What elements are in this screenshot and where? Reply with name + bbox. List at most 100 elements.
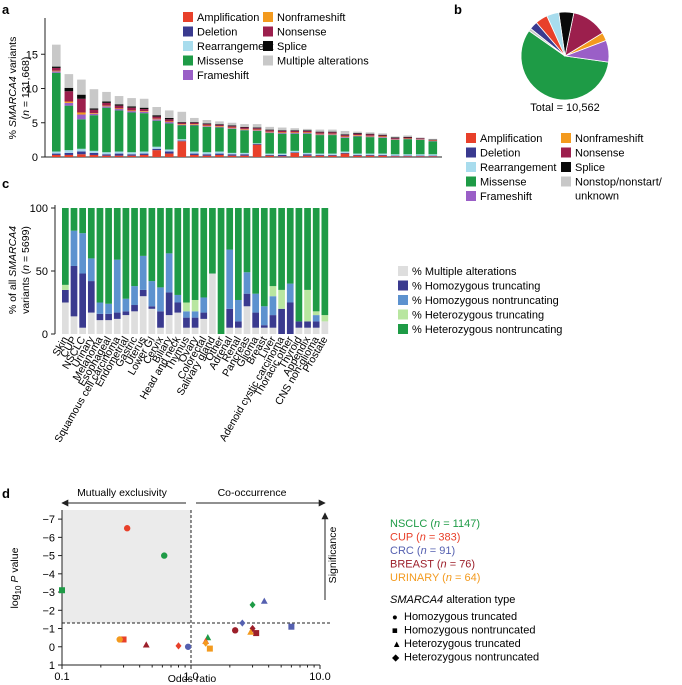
bar-segment-rearrangement-gastric bbox=[152, 146, 161, 149]
bar-segment-multiple-alterations-breast bbox=[340, 130, 350, 135]
bar-segment-homozygous-truncating-adenoid-cystic-carcinoma bbox=[278, 308, 285, 334]
bar-segment-multiple-alterations-renal bbox=[303, 128, 312, 131]
bar-segment-nonframeshift-gastric bbox=[152, 118, 161, 120]
bar-segment-deletion-esophageal bbox=[114, 153, 124, 156]
pie-legend-label-frameshift: Frameshift bbox=[480, 191, 532, 203]
bar-segment-frameshift-pancreas bbox=[315, 134, 325, 136]
bar-segment-nonsense-glioma bbox=[328, 132, 337, 134]
bar-segment-homozygous-truncating-thoracic-other bbox=[286, 302, 294, 334]
pie-legend-label-rearrangement: Rearrangement bbox=[480, 162, 556, 174]
bar-segment-homozygous-truncating-melanoma bbox=[96, 313, 104, 321]
bar-segment-nonframeshift-other bbox=[277, 132, 287, 134]
bar-segment-nonsense-thymus bbox=[227, 126, 237, 128]
bar-segment-splice-ovary bbox=[240, 126, 249, 128]
bar-segment-homozygous-truncating-esophageal bbox=[105, 313, 112, 321]
cohort-name: URINARY ( bbox=[390, 572, 446, 584]
bar-segment-multiple-alterations-gastric bbox=[131, 311, 138, 334]
bar-segment-nonframeshift-ovary bbox=[240, 128, 249, 130]
bar-segment-rearrangement-colorectal bbox=[252, 143, 262, 144]
bar-segment-nonframeshift-breast bbox=[340, 136, 350, 138]
bar-segment-rearrangement-nsclc bbox=[77, 148, 86, 152]
bar-segment-frameshift-renal bbox=[303, 133, 312, 134]
bar-segment-homozygous-nontruncating-glioma bbox=[252, 293, 259, 313]
bar-segment-multiple-alterations-cup bbox=[70, 316, 78, 334]
bar-segment-amplification-breast bbox=[340, 153, 350, 157]
legend-label-rearrangement: Rearrangement bbox=[197, 41, 273, 53]
bar-segment-nonframeshift-squamous-cell-carcinoma bbox=[127, 110, 136, 112]
pie-legend-swatch-splice bbox=[561, 162, 571, 172]
bar-segment-rearrangement-thyroid bbox=[390, 154, 400, 156]
panel-a-ytick-label: 0 bbox=[32, 152, 38, 164]
bar-segment-multiple-alterations-thyroid bbox=[295, 327, 303, 334]
bar-segment-multiple-alterations-colorectal bbox=[252, 124, 262, 128]
bar-segment-nonsense-pancreas bbox=[315, 132, 325, 134]
legend-swatch-heterozygous-nontruncating bbox=[398, 324, 408, 334]
bar-segment-missense-thoracic-other bbox=[378, 137, 387, 154]
bar-segment-nonsense-esophageal bbox=[114, 105, 124, 109]
bar-segment-nonsense-liver bbox=[353, 133, 362, 136]
bar-segment-splice-gastric bbox=[152, 115, 161, 117]
point-crc-heterozygous-nontruncated bbox=[239, 619, 246, 627]
bar-segment-multiple-alterations-prostate bbox=[321, 321, 329, 334]
bar-segment-frameshift-other bbox=[277, 133, 287, 134]
bar-segment-frameshift-ovary bbox=[240, 129, 249, 131]
legend-swatch-heterozygous-truncating bbox=[398, 309, 408, 320]
bar-segment-multiple-alterations-adenoid-cystic-carcinoma bbox=[365, 132, 375, 134]
pie-legend-swatch-amplification bbox=[466, 133, 476, 143]
bar-segment-frameshift-endometrial bbox=[139, 111, 149, 114]
bar-segment-amplification-uterus bbox=[164, 153, 174, 157]
bar-segment-heterozygous-nontruncating-colorectal bbox=[200, 208, 208, 298]
cohort-name: NSCLC ( bbox=[390, 518, 434, 530]
cohort-n-symbol: n bbox=[446, 572, 452, 584]
bar-segment-nonframeshift-lower-gi bbox=[177, 124, 187, 125]
bar-segment-nonframeshift-thymus bbox=[227, 127, 237, 129]
bar-segment-splice-cervix bbox=[190, 122, 199, 123]
bar-segment-splice-thyroid bbox=[390, 137, 400, 139]
type-symbol-circle-icon: ● bbox=[392, 612, 398, 623]
bar-segment-splice-thymus bbox=[227, 125, 237, 127]
bar-segment-nonsense-adrenal bbox=[290, 130, 300, 133]
bar-segment-heterozygous-nontruncating-renal bbox=[235, 208, 242, 300]
bar-segment-rearrangement-head-and-neck bbox=[215, 151, 224, 154]
bar-segment-multiple-alterations-thymus bbox=[183, 327, 190, 334]
bar-segment-nonsense-cervix bbox=[190, 122, 199, 125]
bar-segment-deletion-ovary bbox=[240, 154, 249, 156]
bar-segment-rearrangement-urinary bbox=[89, 150, 99, 153]
bar-segment-deletion-endometrial bbox=[139, 153, 149, 155]
bar-segment-homozygous-nontruncating-biliary bbox=[165, 253, 173, 293]
point-crc-heterozygous-truncated bbox=[260, 597, 268, 604]
bar-segment-nonsense-cns-non-glioma bbox=[415, 138, 425, 140]
bar-segment-homozygous-truncating-skin bbox=[62, 289, 69, 303]
bar-segment-homozygous-nontruncating-squamous-cell-carcinoma bbox=[113, 259, 121, 313]
bar-segment-multiple-alterations-thyroid bbox=[390, 136, 400, 138]
bar-segment-frameshift-gastric bbox=[152, 119, 161, 121]
bar-segment-splice-head-and-neck bbox=[215, 124, 224, 125]
bar-segment-multiple-alterations-skin bbox=[52, 44, 61, 67]
bar-segment-nonsense-squamous-cell-carcinoma bbox=[127, 107, 136, 111]
bar-segment-splice-colorectal bbox=[252, 127, 262, 129]
bar-segment-missense-liver bbox=[353, 136, 362, 154]
bar-segment-deletion-cns-non-glioma bbox=[415, 155, 425, 157]
bar-segment-splice-breast bbox=[340, 134, 350, 136]
bar-segment-homozygous-nontruncating-adrenal bbox=[226, 249, 234, 309]
bar-segment-heterozygous-nontruncating-cup bbox=[70, 208, 78, 231]
bar-segment-frameshift-salivary-gland bbox=[265, 132, 274, 134]
bar-segment-multiple-alterations-pancreas bbox=[243, 306, 251, 334]
legend-label-nonframeshift: Nonframeshift bbox=[277, 12, 345, 24]
bar-segment-homozygous-nontruncating-cns-non-glioma bbox=[312, 315, 320, 322]
bar-segment-multiple-alterations-nsclc bbox=[77, 79, 86, 95]
bar-segment-deletion-appendix bbox=[403, 155, 412, 157]
bar-segment-multiple-alterations-thoracic-other bbox=[378, 133, 387, 135]
bar-segment-missense-colorectal bbox=[252, 130, 262, 144]
bar-segment-heterozygous-nontruncating-liver bbox=[269, 208, 277, 287]
bar-segment-deletion-thoracic-other bbox=[378, 154, 387, 156]
bar-segment-splice-endometrial bbox=[139, 107, 149, 110]
bar-segment-homozygous-nontruncating-lower-gi bbox=[148, 281, 156, 307]
panel-d-ytick-label: −1 bbox=[42, 624, 55, 636]
bar-segment-homozygous-truncating-pancreas bbox=[243, 293, 251, 307]
pie-legend-swatch-nonframeshift bbox=[561, 133, 571, 143]
bar-segment-nonsense-nsclc bbox=[77, 98, 86, 113]
bar-segment-homozygous-nontruncating-melanoma bbox=[96, 302, 104, 314]
bar-segment-amplification-gastric bbox=[152, 150, 161, 157]
panel-c-ytick-label: 0 bbox=[42, 329, 48, 341]
